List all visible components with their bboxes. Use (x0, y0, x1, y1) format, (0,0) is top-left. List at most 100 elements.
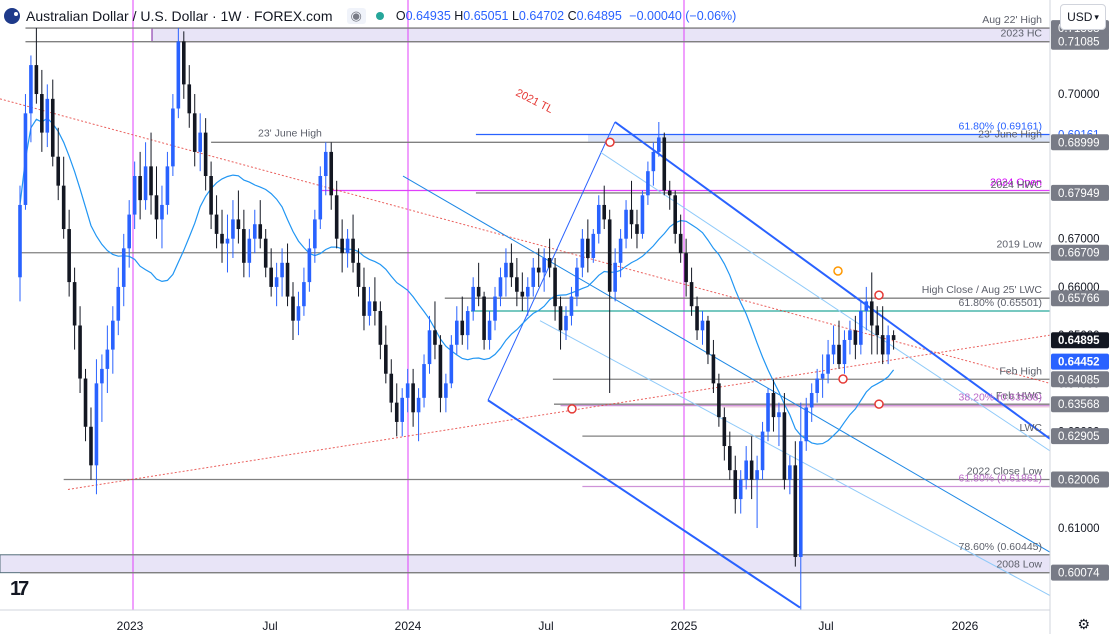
candle (493, 286, 497, 331)
candle-body (285, 262, 290, 297)
candle-body (192, 113, 197, 152)
candle-body (384, 344, 388, 374)
candle (547, 238, 552, 278)
candle-body (23, 113, 28, 205)
candle (116, 267, 121, 336)
candle-body (667, 190, 672, 196)
candle (231, 200, 235, 258)
candle-body (105, 349, 110, 369)
candle (296, 291, 301, 336)
candle-body (476, 286, 481, 297)
candle-body (252, 224, 257, 239)
candle-body (274, 277, 279, 287)
candle-body (826, 354, 830, 374)
pivot-marker-0 (605, 137, 615, 148)
x-tick-6: 2026 (952, 619, 979, 633)
aud-flag-icon (4, 8, 20, 24)
candle (837, 320, 841, 369)
candle-body (182, 41, 186, 85)
candle (438, 335, 443, 413)
pivot-marker-3 (874, 399, 884, 409)
candle (351, 214, 355, 273)
candle-body (455, 320, 459, 345)
candle-body (504, 262, 508, 278)
candle-body (673, 195, 677, 234)
candle-body (34, 65, 39, 95)
candle-body (749, 460, 754, 480)
candle-body (547, 257, 552, 268)
candle (252, 209, 257, 254)
price-tag-bg (1051, 353, 1109, 370)
candle-body (586, 238, 590, 258)
channel-lower (487, 399, 801, 609)
candle (40, 69, 44, 152)
candle (242, 209, 246, 278)
candle (176, 27, 181, 119)
candle-body (231, 219, 235, 239)
candle (400, 388, 404, 437)
candle (624, 200, 628, 249)
candle-body (536, 267, 541, 273)
candle (613, 248, 617, 302)
candle-body (580, 238, 585, 268)
candle (859, 301, 863, 355)
candle-body (662, 137, 667, 191)
candle (575, 257, 579, 307)
candle-body (138, 176, 142, 201)
level-label-8: 61.80% (0.65501) (959, 297, 1042, 309)
candle (263, 229, 268, 278)
candle (269, 248, 273, 297)
candle-body (607, 219, 612, 292)
currency-button[interactable]: USD ▾ (1060, 4, 1106, 30)
candle-body (766, 393, 770, 432)
candle-body (684, 253, 688, 283)
symbol-title[interactable]: Australian Dollar / U.S. Dollar · 1W · F… (26, 8, 333, 24)
candle-body (717, 383, 721, 418)
candle-body (831, 344, 836, 355)
candle-body (853, 330, 858, 345)
candle-body (498, 277, 503, 297)
channel-upper (614, 121, 1051, 440)
candle (607, 209, 612, 394)
candle (105, 325, 110, 394)
price-tag-13: 0.60074 (1051, 564, 1109, 581)
candle-body (405, 383, 410, 398)
candle-body (438, 344, 443, 398)
candle (373, 277, 377, 326)
candle (646, 161, 650, 205)
candle (875, 306, 880, 355)
candle-body (296, 306, 301, 321)
candle (722, 407, 727, 461)
candle-body (356, 262, 361, 287)
level-label-0: Aug 22' High (982, 14, 1042, 26)
eye-icon[interactable]: ◉ (346, 8, 366, 24)
candle (738, 470, 743, 514)
settings-gear-icon[interactable]: ⚙ (1077, 616, 1090, 632)
candle (280, 248, 284, 297)
candle-body (176, 41, 181, 109)
candle (138, 151, 142, 220)
candle-body (706, 320, 710, 355)
candle (695, 296, 699, 340)
y-tick-0: 0.70000 (1058, 89, 1100, 101)
candle (220, 209, 224, 263)
support-zone-2008 (0, 554, 1051, 574)
candle-body (591, 233, 596, 258)
candle-body (100, 368, 104, 384)
candle-body (777, 412, 781, 418)
candle-body (738, 479, 743, 500)
candle-body (345, 238, 350, 254)
ohlc-close: C0.64895 (567, 9, 622, 23)
y-tick-9: 0.61000 (1058, 523, 1100, 535)
candle-body (258, 224, 263, 239)
candle (274, 262, 279, 307)
candle (777, 402, 781, 447)
price-tag-label: 0.64452 (1058, 357, 1100, 369)
candle (471, 277, 475, 321)
candle (728, 431, 732, 480)
candle (323, 142, 328, 196)
price-tag-5: 0.66709 (1051, 244, 1109, 261)
ohlc-high: H0.65051 (454, 9, 509, 23)
level-label-4: 2024 Open (990, 176, 1042, 188)
